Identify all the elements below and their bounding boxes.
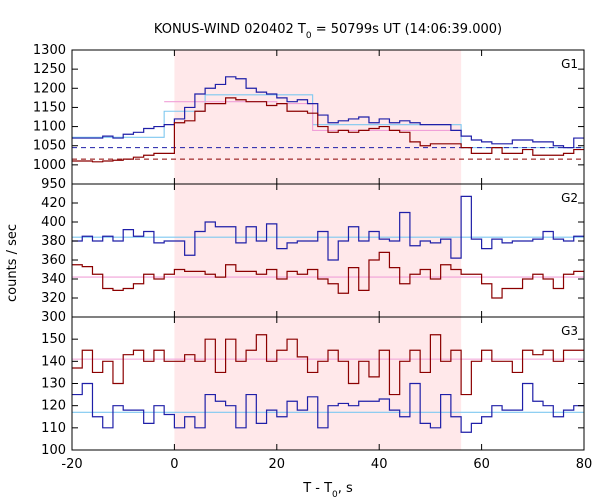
- y-tick-label: 1150: [33, 100, 66, 115]
- y-tick-label: 140: [41, 354, 66, 369]
- chart-title: KONUS-WIND 020402 T0 = 50799s UT (14:06:…: [154, 22, 502, 41]
- y-tick-label: 300: [41, 310, 66, 325]
- x-tick-label: 80: [576, 457, 593, 472]
- panel-label: G3: [561, 324, 578, 338]
- y-tick-label: 1300: [33, 43, 66, 58]
- series-blue: [72, 195, 584, 261]
- y-tick-label: 340: [41, 272, 66, 287]
- y-tick-label: 100: [41, 443, 66, 458]
- panel-g2: 300 320 340 360 380 400 420 G2: [41, 183, 585, 325]
- panel-content: [72, 334, 584, 433]
- y-tick-label: 1100: [33, 120, 66, 135]
- y-tick-label: 360: [41, 253, 66, 268]
- y-tick-label: 320: [41, 291, 66, 306]
- plot-area: 9501000105011001150120012501300G13003203…: [33, 43, 592, 472]
- y-tick-label: 150: [41, 332, 66, 347]
- series-red: [72, 97, 584, 163]
- x-tick-label: 0: [170, 457, 178, 472]
- series-blue: [72, 382, 584, 433]
- y-axis-title: counts / sec: [5, 224, 20, 302]
- y-tick-label: 120: [41, 399, 66, 414]
- series-red: [72, 334, 584, 396]
- y-tick-label: 1250: [33, 62, 66, 77]
- panel-label: G2: [561, 191, 578, 205]
- panel-g3: 100 110 120 130 140 150 G3: [41, 316, 585, 458]
- y-tick-label: 1050: [33, 139, 66, 154]
- x-tick-label: 20: [269, 457, 286, 472]
- x-axis-title: T - T0, s: [302, 481, 353, 500]
- y-tick-label: 380: [41, 234, 66, 249]
- y-tick-label: 110: [41, 421, 66, 436]
- y-tick-label: 400: [41, 215, 66, 230]
- panel-content: [72, 195, 584, 299]
- x-tick-label: 40: [371, 457, 388, 472]
- y-tick-label: 950: [41, 177, 66, 192]
- y-tick-label: 1000: [33, 158, 66, 173]
- y-tick-label: 130: [41, 377, 66, 392]
- panel-label: G1: [561, 57, 578, 71]
- y-tick-label: 1200: [33, 81, 66, 96]
- series-red: [72, 251, 584, 299]
- x-tick-label: 60: [473, 457, 490, 472]
- y-tick-label: 420: [41, 196, 66, 211]
- panel-content: [72, 76, 584, 163]
- x-tick-label: -20: [61, 457, 82, 472]
